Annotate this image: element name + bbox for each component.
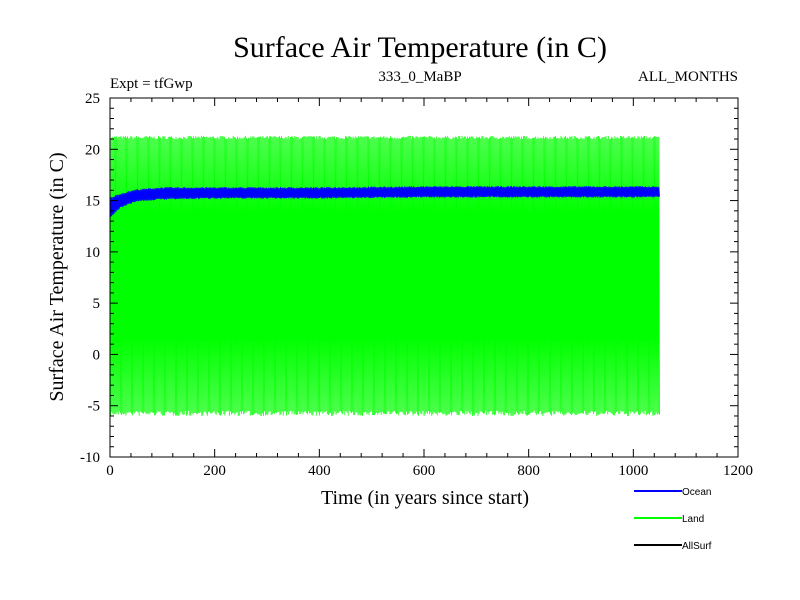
plot-area (109, 135, 660, 417)
y-tick-label: 5 (93, 296, 101, 312)
x-tick-label: 600 (413, 463, 436, 479)
x-tick-label: 400 (308, 463, 331, 479)
x-tick-label: 200 (203, 463, 226, 479)
legend-label-land: Land (682, 514, 704, 525)
x-tick-label: 800 (517, 463, 540, 479)
experiment-label: Expt = tfGwp (110, 76, 193, 92)
y-tick-label: 10 (85, 245, 100, 261)
y-tick-label: 15 (85, 194, 100, 210)
x-tick-label: 0 (106, 463, 114, 479)
series-ocean-line (109, 186, 660, 217)
chart-title: Surface Air Temperature (in C) (233, 31, 607, 64)
series-land-line (109, 135, 660, 417)
y-tick-label: -5 (88, 399, 101, 415)
axes: 0 200 400 600 800 1000 1200 -10 -5 0 5 10 15 20 25 (80, 91, 753, 479)
x-axis-label: Time (in years since start) (321, 487, 529, 509)
y-tick-label: 20 (85, 142, 100, 158)
y-tick-label: 0 (93, 347, 101, 363)
months-label: ALL_MONTHS (638, 69, 738, 85)
y-axis-label: Surface Air Temperature (in C) (46, 152, 68, 401)
y-tick-label: 25 (85, 91, 100, 107)
legend-label-ocean: Ocean (682, 487, 711, 498)
legend-label-allsurf: AllSurf (682, 541, 712, 552)
y-tick-label: -10 (80, 450, 100, 466)
legend: Ocean Land AllSurf (634, 487, 712, 552)
x-tick-label: 1000 (618, 463, 648, 479)
period-label: 333_0_MaBP (378, 69, 461, 85)
x-tick-label: 1200 (723, 463, 753, 479)
